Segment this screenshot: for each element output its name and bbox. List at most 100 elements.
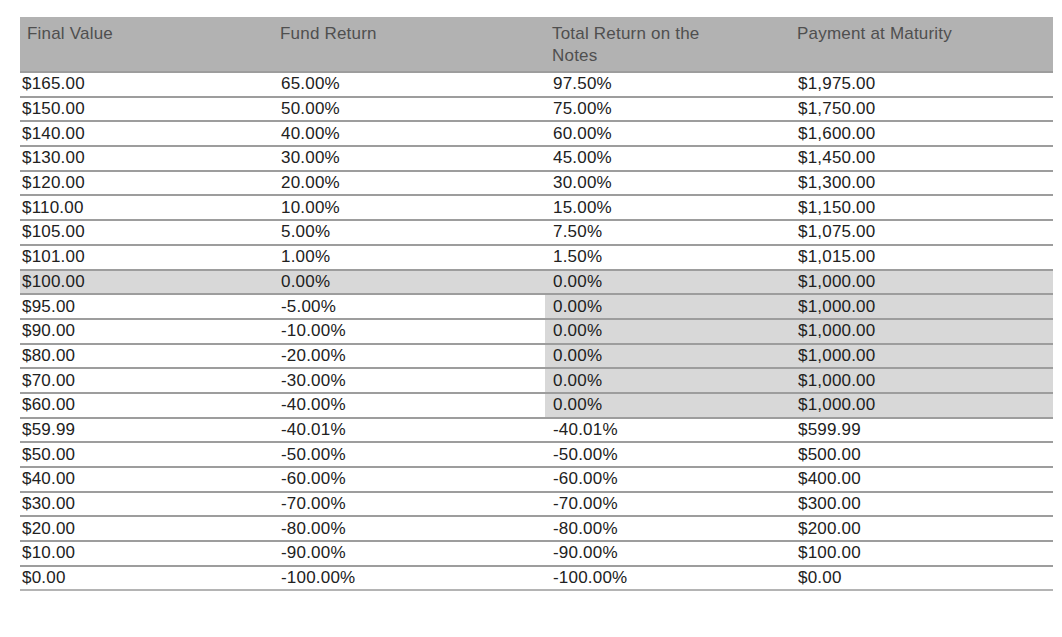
table-cell: $1,075.00 (790, 220, 1053, 245)
table-cell: $500.00 (790, 442, 1053, 467)
table-cell: 15.00% (545, 195, 790, 220)
table-row: $165.0065.00%97.50%$1,975.00 (20, 72, 1053, 97)
table-cell: $1,000.00 (790, 270, 1053, 295)
table-cell: 1.50% (545, 245, 790, 270)
table-cell: 50.00% (273, 97, 545, 122)
table-row: $50.00-50.00%-50.00%$500.00 (20, 442, 1053, 467)
table-row: $105.005.00%7.50%$1,075.00 (20, 220, 1053, 245)
payout-table: Final Value Fund Return Total Return on … (20, 17, 1053, 591)
table-cell: $1,015.00 (790, 245, 1053, 270)
table-cell: $10.00 (20, 541, 273, 566)
table-cell: $101.00 (20, 245, 273, 270)
table-cell: $70.00 (20, 368, 273, 393)
table-cell: -60.00% (545, 467, 790, 492)
table-cell: $1,000.00 (790, 368, 1053, 393)
table-row: $40.00-60.00%-60.00%$400.00 (20, 467, 1053, 492)
table-row: $20.00-80.00%-80.00%$200.00 (20, 516, 1053, 541)
table-cell: 1.00% (273, 245, 545, 270)
table-cell: $59.99 (20, 418, 273, 443)
column-header-final-value: Final Value (20, 17, 273, 72)
table-row: $120.0020.00%30.00%$1,300.00 (20, 171, 1053, 196)
table-cell: -70.00% (545, 492, 790, 517)
table-row: $110.0010.00%15.00%$1,150.00 (20, 195, 1053, 220)
table-cell: $90.00 (20, 319, 273, 344)
table-cell: -40.01% (545, 418, 790, 443)
table-cell: 0.00% (545, 344, 790, 369)
table-cell: -100.00% (273, 566, 545, 591)
table-row: $100.000.00%0.00%$1,000.00 (20, 270, 1053, 295)
table-cell: 0.00% (545, 294, 790, 319)
table-cell: $1,000.00 (790, 319, 1053, 344)
table-cell: -80.00% (545, 516, 790, 541)
table-cell: 0.00% (273, 270, 545, 295)
table-cell: $1,600.00 (790, 121, 1053, 146)
table-cell: $0.00 (20, 566, 273, 591)
table-cell: $150.00 (20, 97, 273, 122)
table-cell: -40.00% (273, 393, 545, 418)
table-cell: $30.00 (20, 492, 273, 517)
table-cell: $165.00 (20, 72, 273, 97)
table-cell: 30.00% (273, 146, 545, 171)
table-cell: -30.00% (273, 368, 545, 393)
column-header-total-return-notes: Total Return on the Notes (545, 17, 790, 72)
column-header-label: Payment at Maturity (797, 23, 952, 45)
table-cell: 10.00% (273, 195, 545, 220)
table-row: $150.0050.00%75.00%$1,750.00 (20, 97, 1053, 122)
table-cell: 75.00% (545, 97, 790, 122)
table-cell: -80.00% (273, 516, 545, 541)
table-cell: $599.99 (790, 418, 1053, 443)
column-header-payment-at-maturity: Payment at Maturity (790, 17, 1053, 72)
column-header-label: Fund Return (280, 23, 377, 45)
table-cell: $1,450.00 (790, 146, 1053, 171)
table-cell: -90.00% (273, 541, 545, 566)
table-cell: 30.00% (545, 171, 790, 196)
table-cell: $1,000.00 (790, 393, 1053, 418)
table-row: $60.00-40.00%0.00%$1,000.00 (20, 393, 1053, 418)
table-cell: $300.00 (790, 492, 1053, 517)
table-cell: -20.00% (273, 344, 545, 369)
table-cell: 65.00% (273, 72, 545, 97)
table-cell: 45.00% (545, 146, 790, 171)
table-cell: $200.00 (790, 516, 1053, 541)
table-cell: $130.00 (20, 146, 273, 171)
table-cell: $400.00 (790, 467, 1053, 492)
table-cell: 40.00% (273, 121, 545, 146)
table-cell: $80.00 (20, 344, 273, 369)
table-body: $165.0065.00%97.50%$1,975.00$150.0050.00… (20, 72, 1053, 590)
table-row: $30.00-70.00%-70.00%$300.00 (20, 492, 1053, 517)
table-row: $80.00-20.00%0.00%$1,000.00 (20, 344, 1053, 369)
table-cell: 20.00% (273, 171, 545, 196)
table-cell: 97.50% (545, 72, 790, 97)
table-cell: -40.01% (273, 418, 545, 443)
table-row: $95.00-5.00%0.00%$1,000.00 (20, 294, 1053, 319)
table-cell: $1,000.00 (790, 344, 1053, 369)
table-cell: $120.00 (20, 171, 273, 196)
table-cell: $1,300.00 (790, 171, 1053, 196)
table-cell: -10.00% (273, 319, 545, 344)
table-cell: $1,000.00 (790, 294, 1053, 319)
column-header-label: Final Value (27, 23, 113, 45)
table-cell: -100.00% (545, 566, 790, 591)
table-row: $70.00-30.00%0.00%$1,000.00 (20, 368, 1053, 393)
table-cell: $1,750.00 (790, 97, 1053, 122)
table-cell: $110.00 (20, 195, 273, 220)
table-cell: $100.00 (20, 270, 273, 295)
table-cell: -5.00% (273, 294, 545, 319)
table-cell: -50.00% (273, 442, 545, 467)
table-cell: 0.00% (545, 368, 790, 393)
table-header-row: Final Value Fund Return Total Return on … (20, 17, 1053, 72)
table-cell: $0.00 (790, 566, 1053, 591)
table-cell: 7.50% (545, 220, 790, 245)
table-cell: $60.00 (20, 393, 273, 418)
table-cell: 0.00% (545, 393, 790, 418)
table-cell: 60.00% (545, 121, 790, 146)
table-row: $59.99-40.01%-40.01%$599.99 (20, 418, 1053, 443)
table-cell: -60.00% (273, 467, 545, 492)
table-cell: -70.00% (273, 492, 545, 517)
table-cell: 0.00% (545, 319, 790, 344)
table-row: $140.0040.00%60.00%$1,600.00 (20, 121, 1053, 146)
table-cell: $50.00 (20, 442, 273, 467)
table-cell: $20.00 (20, 516, 273, 541)
table-cell: -50.00% (545, 442, 790, 467)
table-cell: 5.00% (273, 220, 545, 245)
